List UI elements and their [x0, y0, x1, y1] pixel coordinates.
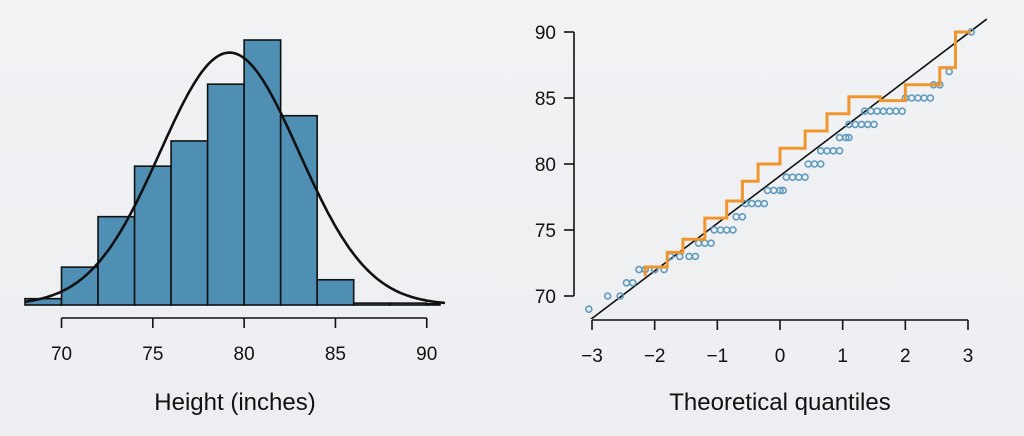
histogram-chart: 70 75 80 85 90 Height (inches) — [24, 39, 446, 416]
observed-point-60 — [926, 94, 935, 102]
observed-point-16 — [710, 226, 718, 234]
observed-point-10 — [675, 252, 684, 261]
observed-point-35 — [810, 160, 819, 168]
observed-point-55 — [898, 107, 907, 115]
histogram-bar-4 — [170, 140, 209, 306]
histogram-bar-9 — [352, 302, 392, 306]
observed-point-59 — [920, 94, 928, 102]
observed-point-4 — [628, 278, 637, 287]
observed-point-12 — [691, 252, 700, 261]
observed-point-46 — [857, 120, 866, 129]
observed-point-23 — [748, 199, 756, 208]
qq-y-tick-label-75: 75 — [535, 221, 556, 242]
histogram-x-tick-label-70: 70 — [51, 344, 72, 365]
qq-y-tick-label-70: 70 — [535, 287, 556, 308]
observed-point-53 — [885, 107, 894, 115]
observed-point-1 — [603, 292, 612, 300]
observed-point-39 — [829, 147, 838, 155]
observed-point-54 — [892, 107, 900, 115]
observed-point-37 — [816, 147, 825, 155]
observed-point-42 — [841, 133, 850, 142]
observed-point-14 — [701, 239, 709, 247]
histogram-x-tick-label-85: 85 — [325, 344, 346, 365]
observed-point-26 — [763, 186, 772, 195]
qq-y-tick-label-80: 80 — [535, 155, 556, 176]
qq-y-tick-label-90: 90 — [535, 23, 556, 44]
observed-point-15 — [707, 239, 715, 247]
observed-point-19 — [729, 226, 737, 234]
qq-x-axis-label: Theoretical quantiles — [669, 389, 890, 416]
qq-x-tick-label-4: 1 — [837, 346, 848, 367]
observed-point-34 — [804, 160, 813, 168]
observed-point-58 — [914, 94, 922, 102]
observed-point-18 — [722, 226, 731, 234]
observed-point-28 — [776, 186, 784, 195]
normal-curve — [24, 51, 446, 305]
histogram-x-tick-label-80: 80 — [234, 344, 255, 365]
observed-point-57 — [907, 94, 916, 102]
observed-point-3 — [622, 278, 631, 287]
histogram-bar-8 — [316, 278, 355, 306]
observed-point-27 — [769, 186, 778, 195]
histogram-x-axis-label: Height (inches) — [154, 389, 315, 416]
observed-point-30 — [782, 173, 791, 181]
observed-point-13 — [694, 239, 703, 247]
observed-point-20 — [732, 213, 740, 221]
observed-point-31 — [788, 173, 797, 181]
histogram-bar-5 — [206, 83, 245, 306]
observed-point-25 — [760, 199, 769, 208]
simulated-quantile-line — [643, 30, 972, 277]
qq-plot-chart: −3 −2 −1 0 1 2 3 70 75 80 85 90 Theoretical quantil… — [535, 18, 988, 416]
histogram-bar-1 — [60, 266, 99, 306]
observed-point-43 — [845, 133, 853, 142]
observed-point-45 — [851, 120, 860, 129]
qq-x-tick-label-5: 2 — [900, 346, 911, 367]
observed-point-36 — [816, 160, 825, 168]
observed-point-41 — [835, 133, 844, 142]
qq-x-tick-label-6: 3 — [963, 346, 974, 367]
qq-y-tick-label-85: 85 — [535, 89, 556, 110]
qq-x-tick-label-3: 0 — [775, 346, 786, 367]
observed-point-33 — [801, 173, 809, 181]
observed-point-50 — [867, 107, 875, 115]
histogram-bar-11 — [425, 302, 441, 306]
observed-point-11 — [685, 252, 693, 261]
qq-x-tick-label-0: −3 — [581, 346, 603, 367]
observed-point-38 — [823, 147, 831, 155]
observed-point-40 — [835, 147, 844, 155]
observed-point-51 — [873, 107, 881, 115]
qq-x-tick-label-1: −2 — [644, 346, 666, 367]
reference-line — [589, 18, 988, 319]
observed-point-17 — [716, 226, 725, 234]
observed-point-24 — [754, 199, 762, 208]
histogram-x-tick-label-90: 90 — [416, 344, 437, 365]
histogram-bar-7 — [279, 114, 318, 306]
observed-point-5 — [635, 265, 643, 274]
histogram-bar-2 — [97, 215, 136, 306]
observed-point-2 — [616, 292, 624, 300]
observed-point-63 — [945, 67, 954, 76]
observed-point-52 — [879, 107, 888, 115]
histogram-bar-3 — [133, 165, 172, 306]
observed-point-32 — [794, 173, 803, 181]
observed-point-21 — [738, 213, 747, 221]
observed-point-48 — [870, 120, 878, 129]
histogram-bar-10 — [389, 302, 428, 306]
observed-point-0 — [585, 305, 593, 314]
qq-x-tick-label-2: −1 — [706, 346, 728, 367]
observed-point-29 — [779, 186, 787, 195]
observed-point-47 — [863, 120, 872, 129]
histogram-x-tick-label-75: 75 — [142, 344, 163, 365]
